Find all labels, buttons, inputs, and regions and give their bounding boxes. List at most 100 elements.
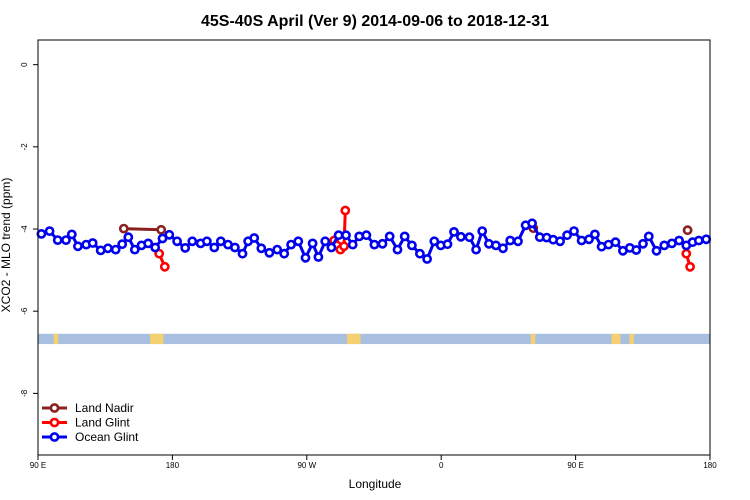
data-point-ocean-glint xyxy=(347,239,358,250)
data-point-ocean-glint xyxy=(406,240,417,251)
data-point-ocean-glint xyxy=(471,244,481,255)
data-point-ocean-glint xyxy=(110,244,121,255)
data-point-ocean-glint xyxy=(361,230,372,241)
data-point-ocean-glint xyxy=(172,236,182,247)
surface-band-land xyxy=(53,333,59,345)
data-point-ocean-glint xyxy=(659,240,670,251)
data-point-ocean-glint xyxy=(87,238,98,248)
data-point-ocean-glint xyxy=(449,226,459,237)
data-point-land-glint xyxy=(685,261,695,272)
data-point-ocean-glint xyxy=(422,254,432,264)
data-point-ocean-glint xyxy=(674,235,684,246)
data-point-ocean-glint xyxy=(52,235,63,245)
data-point-ocean-glint xyxy=(610,237,621,248)
legend-label: Land Glint xyxy=(75,416,130,430)
data-point-ocean-glint xyxy=(369,239,380,250)
legend-label: Land Nadir xyxy=(75,401,134,415)
data-point-ocean-glint xyxy=(442,239,453,250)
data-point-ocean-glint xyxy=(313,252,324,262)
data-point-ocean-glint xyxy=(555,236,565,247)
legend-marker xyxy=(49,432,60,442)
x-tick-label: 180 xyxy=(703,461,717,470)
series-ocean-glint xyxy=(36,218,712,264)
legend-item-land-glint: Land Glint xyxy=(42,416,130,430)
data-point-ocean-glint xyxy=(36,228,47,239)
data-point-ocean-glint xyxy=(399,231,410,242)
surface-band-land xyxy=(629,333,634,345)
data-point-ocean-glint xyxy=(498,243,508,254)
data-point-ocean-glint xyxy=(264,247,275,258)
data-point-land-nadir xyxy=(682,225,693,236)
data-point-ocean-glint xyxy=(249,233,260,243)
data-point-ocean-glint xyxy=(187,236,198,247)
chart-title: 45S-40S April (Ver 9) 2014-09-06 to 2018… xyxy=(201,13,549,30)
data-point-land-glint xyxy=(339,241,349,252)
plot-frame xyxy=(37,39,711,456)
x-tick-label: 90 W xyxy=(297,461,316,470)
y-tick-label: 0 xyxy=(20,62,29,67)
data-point-ocean-glint xyxy=(256,243,267,254)
data-point-ocean-glint xyxy=(693,235,704,246)
data-point-land-glint xyxy=(681,248,692,259)
data-point-ocean-glint xyxy=(513,236,523,247)
data-point-ocean-glint xyxy=(464,232,475,243)
data-point-ocean-glint xyxy=(638,238,648,249)
x-tick-label: 0 xyxy=(439,461,444,470)
data-point-ocean-glint xyxy=(129,244,140,255)
data-point-ocean-glint xyxy=(201,236,212,247)
data-point-ocean-glint xyxy=(651,245,662,256)
data-point-ocean-glint xyxy=(180,242,191,253)
data-point-ocean-glint xyxy=(150,242,161,253)
data-point-ocean-glint xyxy=(237,248,248,259)
data-point-ocean-glint xyxy=(392,244,403,255)
data-point-ocean-glint xyxy=(414,248,425,259)
x-tick-label: 90 E xyxy=(567,461,583,470)
data-point-land-glint xyxy=(340,205,351,216)
x-axis: 90 E 180 90 W 0 90 E 180 xyxy=(30,455,717,470)
y-tick-label: -8 xyxy=(20,389,29,397)
data-point-ocean-glint xyxy=(209,242,220,253)
data-point-ocean-glint xyxy=(103,243,113,254)
data-point-ocean-glint xyxy=(455,231,466,242)
y-tick-label: -2 xyxy=(20,143,29,151)
legend-marker xyxy=(49,417,60,428)
surface-band-ocean xyxy=(38,333,710,345)
surface-band-land xyxy=(611,333,621,345)
series-land-nadir xyxy=(118,223,693,236)
data-point-ocean-glint xyxy=(279,248,290,259)
data-point-ocean-glint xyxy=(569,226,579,236)
data-point-ocean-glint xyxy=(429,236,440,247)
surface-band-land xyxy=(530,333,536,345)
data-point-ocean-glint xyxy=(477,226,488,236)
data-point-ocean-glint xyxy=(307,238,318,249)
data-point-ocean-glint xyxy=(590,229,600,240)
data-point-ocean-glint xyxy=(164,229,175,240)
data-point-ocean-glint xyxy=(44,226,55,236)
legend-label: Ocean Glint xyxy=(75,430,139,444)
y-tick-label: -4 xyxy=(20,225,29,233)
series-line-land-nadir xyxy=(123,227,162,232)
data-point-ocean-glint xyxy=(505,235,516,246)
data-point-ocean-glint xyxy=(562,230,572,241)
data-point-ocean-glint xyxy=(341,230,351,241)
data-point-ocean-glint xyxy=(643,231,654,242)
x-tick-label: 90 E xyxy=(30,461,46,470)
data-point-ocean-glint xyxy=(326,242,337,253)
data-point-land-nadir xyxy=(118,223,129,234)
y-tick-label: -6 xyxy=(20,307,29,315)
data-point-ocean-glint xyxy=(117,239,128,250)
data-point-ocean-glint xyxy=(73,241,83,252)
plot-area xyxy=(36,205,712,345)
data-point-ocean-glint xyxy=(123,232,134,243)
data-point-ocean-glint xyxy=(229,242,240,253)
data-point-ocean-glint xyxy=(701,234,712,245)
y-axis-label: XCO2 - MLO trend (ppm) xyxy=(0,178,13,313)
x-axis-label: Longitude xyxy=(349,477,402,491)
y-axis: 0 -2 -4 -6 -8 xyxy=(20,62,38,397)
data-point-ocean-glint xyxy=(527,218,537,229)
x-tick-label: 180 xyxy=(166,461,180,470)
data-point-ocean-glint xyxy=(377,238,388,249)
data-point-ocean-glint xyxy=(66,229,77,240)
surface-band-land xyxy=(150,333,164,345)
